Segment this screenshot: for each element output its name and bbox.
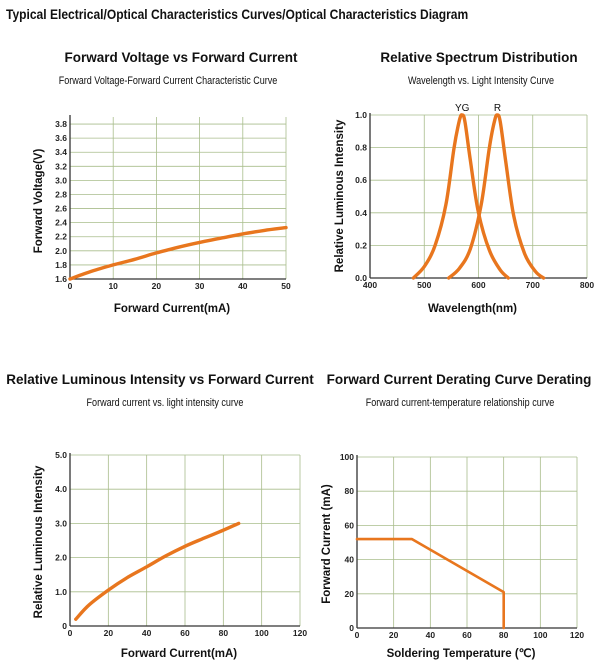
series-line-1 <box>355 537 505 630</box>
y-tick-label: 1.6 <box>55 274 67 284</box>
y-tick-label: 60 <box>345 520 355 530</box>
chart-3: 0 20 40 60 80 100 120 0 1.0 2.0 3.0 4.0 5.0 Forward C… <box>33 450 307 660</box>
y-tick-label: 0 <box>62 621 67 631</box>
series-label-yg: YG <box>455 103 470 114</box>
y-tick-label: 3.0 <box>55 518 67 528</box>
chart-1: 0 10 20 30 40 50 1.6 1.8 2.0 2.2 2.4 2.6 2.8 3.0 3.2 3.… <box>33 115 291 315</box>
x-axis-label: Forward Current(mA) <box>114 303 230 315</box>
y-tick-label: 0 <box>349 623 354 633</box>
page-title: Typical Electrical/Optical Characteristi… <box>6 6 469 22</box>
x-tick-label: 120 <box>293 628 307 638</box>
y-tick-label: 3.6 <box>55 133 67 143</box>
chart-1-subtitle: Forward Voltage-Forward Current Characte… <box>58 75 278 87</box>
chart-4: 0 20 40 60 80 100 120 0 20 40 60 80 100 Soldering Tem… <box>321 452 584 660</box>
x-tick-label: 80 <box>219 628 229 638</box>
x-tick-label: 50 <box>281 281 291 291</box>
series-line-r <box>447 113 546 280</box>
y-tick-label: 80 <box>345 486 355 496</box>
y-tick-label: 0.2 <box>355 240 367 250</box>
x-axis-label: Soldering Temperature (℃) <box>387 647 536 660</box>
y-tick-label: 1.8 <box>55 260 67 270</box>
y-tick-label: 4.0 <box>55 484 67 494</box>
x-tick-label: 60 <box>462 630 472 640</box>
y-axis-label: Forward Current (mA) <box>321 484 333 604</box>
chart-4-title: Forward Current Derating Curve Derating <box>326 372 592 387</box>
y-tick-label: 2.0 <box>55 246 67 256</box>
x-tick-label: 400 <box>363 280 377 290</box>
y-tick-label: 3.8 <box>55 119 67 129</box>
y-tick-label: 2.8 <box>55 189 67 199</box>
y-tick-label: 0.4 <box>355 208 367 218</box>
y-tick-label: 3.4 <box>55 147 67 157</box>
y-tick-label: 0.6 <box>355 175 367 185</box>
chart-2-subtitle: Wavelength vs. Light Intensity Curve <box>407 75 555 87</box>
x-tick-label: 40 <box>238 281 248 291</box>
x-tick-label: 600 <box>471 280 485 290</box>
x-tick-label: 20 <box>389 630 399 640</box>
y-tick-label: 1.0 <box>55 587 67 597</box>
y-tick-label: 2.0 <box>55 553 67 563</box>
x-tick-label: 0 <box>68 281 73 291</box>
chart-3-subtitle: Forward current vs. light intensity curv… <box>86 397 244 409</box>
y-tick-label: 0.0 <box>355 273 367 283</box>
y-tick-label: 100 <box>340 452 354 462</box>
chart-2-title: Relative Spectrum Distribution <box>380 50 578 65</box>
chart-1-title: Forward Voltage vs Forward Current <box>64 50 298 65</box>
y-axis-label: Relative Luminous Intensity <box>334 119 346 272</box>
x-tick-label: 500 <box>417 280 431 290</box>
y-tick-label: 3.0 <box>55 175 67 185</box>
series-line-yg <box>411 113 510 280</box>
x-tick-label: 0 <box>68 628 73 638</box>
y-tick-label: 2.6 <box>55 204 67 214</box>
y-tick-label: 5.0 <box>55 450 67 460</box>
series-line-1 <box>74 521 241 621</box>
y-tick-label: 1.0 <box>355 110 367 120</box>
x-tick-label: 40 <box>426 630 436 640</box>
x-tick-label: 30 <box>195 281 205 291</box>
x-tick-label: 20 <box>104 628 114 638</box>
chart-2: 400 500 600 700 800 0.0 0.2 0.4 0.6 0.8 1.0 Wavelen… <box>334 103 594 315</box>
x-tick-label: 800 <box>580 280 594 290</box>
x-tick-label: 60 <box>180 628 190 638</box>
y-axis-label: Relative Luminous Intensity <box>33 465 45 618</box>
x-tick-label: 700 <box>526 280 540 290</box>
chart-4-subtitle: Forward current-temperature relationship… <box>365 397 555 409</box>
y-tick-label: 20 <box>345 589 355 599</box>
x-tick-label: 20 <box>152 281 162 291</box>
x-tick-label: 120 <box>570 630 584 640</box>
x-tick-label: 100 <box>255 628 269 638</box>
x-tick-label: 40 <box>142 628 152 638</box>
x-tick-label: 100 <box>533 630 547 640</box>
series-line-1 <box>68 225 288 281</box>
series-label-r: R <box>494 103 501 114</box>
y-tick-label: 2.4 <box>55 218 67 228</box>
x-tick-label: 80 <box>499 630 509 640</box>
y-tick-label: 0.8 <box>355 143 367 153</box>
x-tick-label: 10 <box>108 281 118 291</box>
y-tick-label: 2.2 <box>55 232 67 242</box>
y-tick-label: 3.2 <box>55 161 67 171</box>
x-axis-label: Forward Current(mA) <box>121 648 237 660</box>
y-tick-label: 40 <box>345 555 355 565</box>
x-tick-label: 0 <box>355 630 360 640</box>
x-axis-label: Wavelength(nm) <box>428 303 517 315</box>
y-axis-label: Forward Voltage(V) <box>33 149 45 254</box>
chart-3-title: Relative Luminous Intensity vs Forward C… <box>6 372 314 387</box>
